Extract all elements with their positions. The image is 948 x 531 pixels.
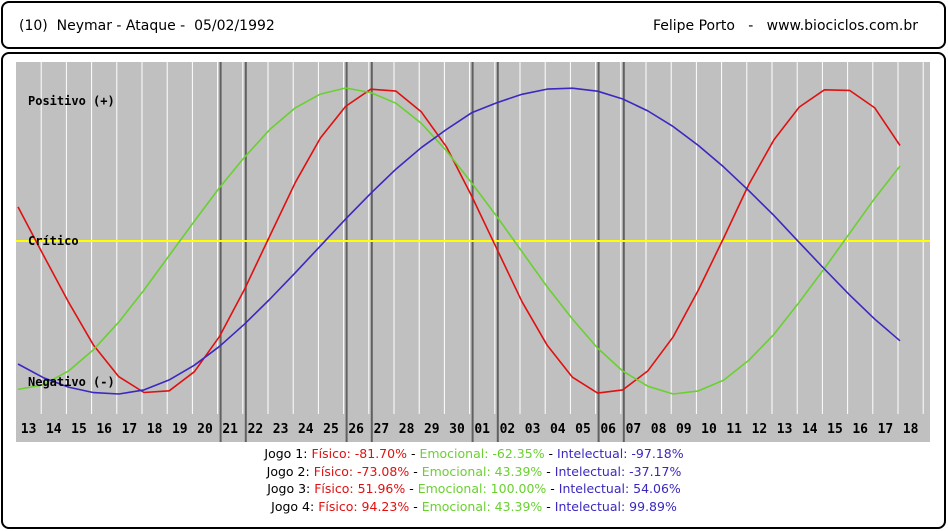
tick-label: 16 — [852, 422, 868, 437]
tick-label: 29 — [424, 422, 440, 437]
intelectual-value: Intelectual: 54.06% — [558, 481, 681, 496]
tick-label: 10 — [701, 422, 717, 437]
game-row-2: Jogo 2: Físico: -73.08% - Emocional: 43.… — [266, 463, 682, 479]
tick-label: 24 — [298, 422, 314, 437]
game-label: Jogo 1: — [264, 446, 308, 461]
tick-label: 19 — [172, 422, 188, 437]
game-row-1: Jogo 1: Físico: -81.70% - Emocional: -62… — [264, 446, 684, 461]
label-critical: Crítico — [28, 234, 79, 248]
tick-label: 17 — [878, 422, 894, 437]
tick-label: 07 — [626, 422, 642, 437]
tick-label: 01 — [474, 422, 490, 437]
emocional-value: Emocional: -62.35% — [419, 446, 545, 461]
game-row-4: Jogo 4: Físico: 94.23% - Emocional: 43.3… — [271, 498, 677, 514]
chart-title: (10) Neymar - Ataque - 05/02/1992 — [19, 18, 275, 34]
emocional-value: Emocional: 43.39% — [421, 498, 543, 514]
emocional-value: Emocional: 43.39% — [421, 463, 543, 479]
fisico-value: Físico: 51.96% — [314, 481, 406, 496]
label-positive: Positivo (+) — [28, 94, 115, 108]
label-negative: Negativo (-) — [28, 375, 115, 389]
tick-label: 15 — [827, 422, 843, 437]
header-panel: (10) Neymar - Ataque - 05/02/1992 Felipe… — [1, 1, 946, 49]
tick-label: 18 — [903, 422, 919, 437]
tick-label: 16 — [96, 422, 112, 437]
tick-label: 23 — [273, 422, 289, 437]
tick-label: 09 — [676, 422, 692, 437]
series-lines — [17, 87, 901, 395]
tick-label: 30 — [449, 422, 465, 437]
tick-label: 03 — [525, 422, 541, 437]
series-físico — [17, 88, 901, 394]
tick-label: 27 — [374, 422, 390, 437]
tick-label: 11 — [726, 422, 742, 437]
tick-label: 13 — [777, 422, 793, 437]
game-legend: Jogo 1: Físico: -81.70% - Emocional: -62… — [0, 445, 948, 515]
game-label: Jogo 4: — [271, 498, 315, 514]
tick-label: 26 — [348, 422, 364, 437]
tick-label: 05 — [575, 422, 591, 437]
tick-label: 25 — [323, 422, 339, 437]
tick-label: 02 — [500, 422, 516, 437]
game-label: Jogo 3: — [267, 481, 311, 496]
series-intelectual — [17, 87, 901, 395]
tick-label: 14 — [46, 422, 62, 437]
intelectual-value: Intelectual: 99.89% — [554, 498, 677, 514]
tick-label: 13 — [21, 422, 37, 437]
game-label: Jogo 2: — [266, 463, 310, 479]
tick-label: 28 — [399, 422, 415, 437]
tick-label: 06 — [600, 422, 616, 437]
tick-label: 22 — [248, 422, 264, 437]
tick-label: 21 — [222, 422, 238, 437]
tick-label: 15 — [71, 422, 87, 437]
fisico-value: Físico: -81.70% — [311, 446, 407, 461]
tick-label: 18 — [147, 422, 163, 437]
tick-label: 12 — [752, 422, 768, 437]
tick-label: 17 — [122, 422, 138, 437]
emocional-value: Emocional: 100.00% — [417, 481, 547, 496]
author-site: Felipe Porto - www.biociclos.com.br — [652, 18, 918, 34]
intelectual-value: Intelectual: -37.17% — [554, 463, 682, 479]
tick-label: 20 — [197, 422, 213, 437]
biorhythm-chart: Positivo (+) Crítico Negativo (-) 13 14 15… — [16, 62, 930, 442]
fisico-value: Físico: -73.08% — [313, 463, 410, 479]
x-tick-labels: 13 14 15 16 17 18 19 20 21 22 23 24 25 26 27 28 29 30 01 02… — [21, 422, 919, 437]
intelectual-value: Intelectual: -97.18% — [557, 446, 684, 461]
series-emocional — [17, 87, 901, 395]
tick-label: 08 — [651, 422, 667, 437]
tick-label: 04 — [550, 422, 566, 437]
fisico-value: Físico: 94.23% — [318, 498, 410, 514]
game-lines — [219, 62, 625, 442]
game-row-3: Jogo 3: Físico: 51.96% - Emocional: 100.… — [267, 481, 681, 496]
grid-lines — [40, 62, 924, 414]
tick-label: 14 — [802, 422, 818, 437]
